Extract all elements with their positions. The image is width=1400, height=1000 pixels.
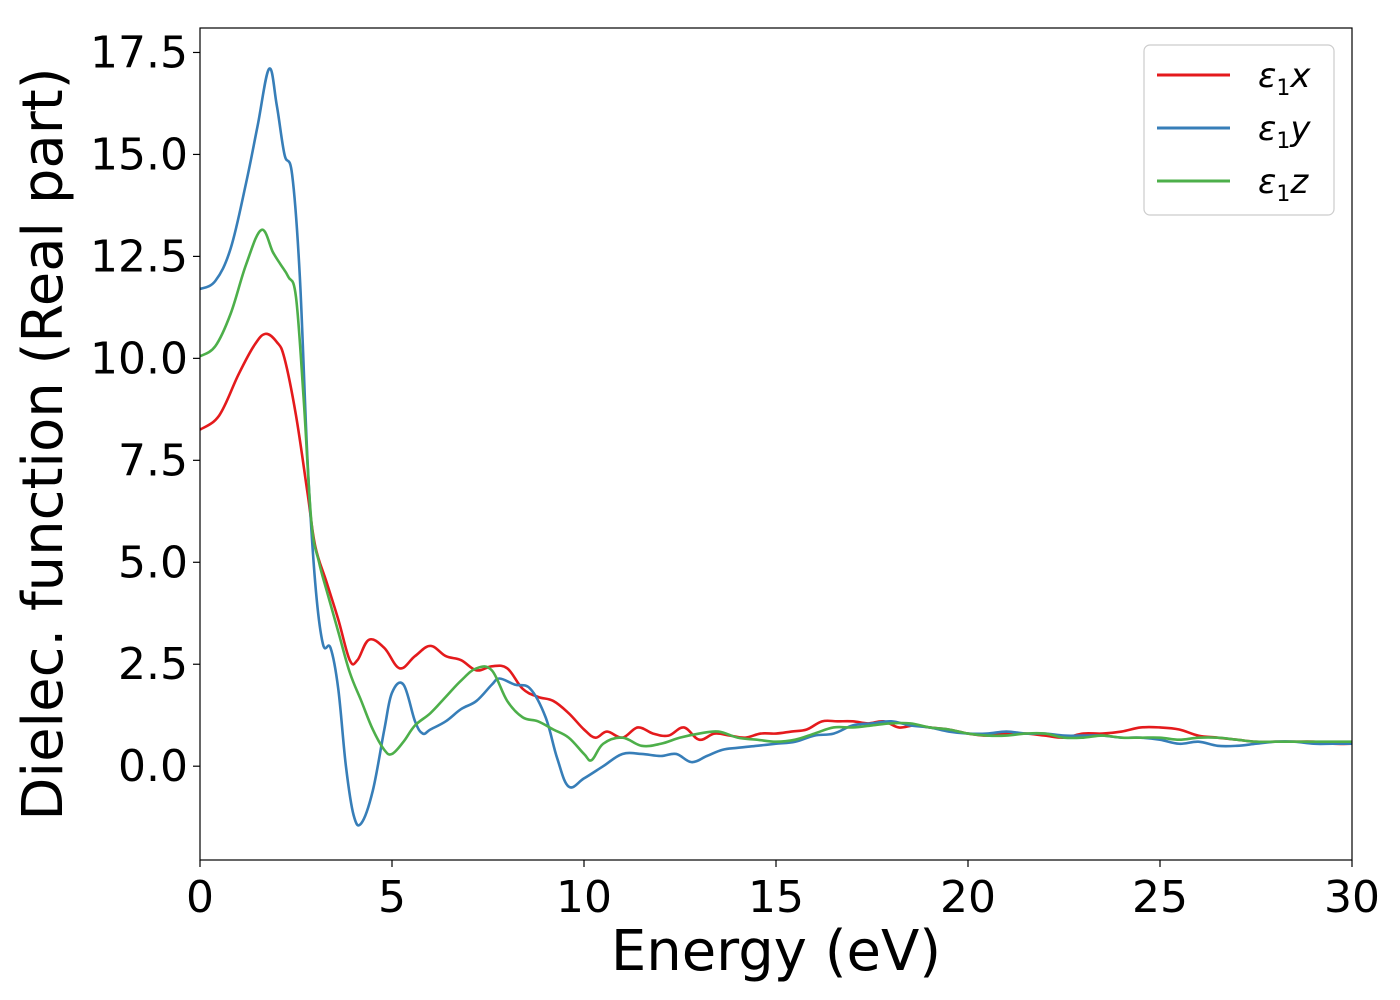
x-axis-label: Energy (eV) bbox=[611, 919, 941, 984]
y-tick-label: 17.5 bbox=[90, 27, 188, 78]
legend-label-y: ε1y bbox=[1258, 109, 1311, 154]
plot-content bbox=[200, 67, 1352, 827]
legend-label-z: ε1z bbox=[1258, 162, 1309, 207]
y-tick-label: 7.5 bbox=[118, 435, 188, 486]
x-tick-label: 0 bbox=[186, 872, 214, 923]
y-tick-label: 15.0 bbox=[90, 129, 188, 180]
x-tick-label: 30 bbox=[1324, 872, 1380, 923]
y-tick-label: 5.0 bbox=[118, 537, 188, 588]
legend-box bbox=[1143, 44, 1335, 216]
x-tick-label: 5 bbox=[378, 872, 406, 923]
legend-entry-x: ε1x bbox=[1157, 56, 1311, 101]
y-tick-label: 0.0 bbox=[118, 741, 188, 792]
y-axis-label: Dielec. function (Real part) bbox=[11, 67, 76, 820]
series-line-e1x bbox=[200, 332, 1352, 746]
legend-entry-z: ε1z bbox=[1157, 162, 1309, 207]
series-line-e1z bbox=[200, 228, 1352, 762]
y-tick-label: 12.5 bbox=[90, 231, 188, 282]
x-tick-label: 15 bbox=[748, 872, 804, 923]
legend-label-x: ε1x bbox=[1258, 56, 1311, 101]
y-tick-label: 10.0 bbox=[90, 333, 188, 384]
y-tick-label: 2.5 bbox=[118, 639, 188, 690]
x-tick-label: 20 bbox=[940, 872, 996, 923]
legend: ε1x ε1y ε1z bbox=[1143, 44, 1335, 216]
y-axis-ticks: 0.0 2.5 5.0 7.5 10.0 12.5 15.0 17.5 bbox=[90, 27, 200, 792]
x-tick-label: 10 bbox=[556, 872, 612, 923]
x-tick-label: 25 bbox=[1132, 872, 1188, 923]
x-axis-ticks: 0 5 10 15 20 25 30 bbox=[186, 860, 1380, 923]
legend-entry-y: ε1y bbox=[1157, 109, 1311, 154]
